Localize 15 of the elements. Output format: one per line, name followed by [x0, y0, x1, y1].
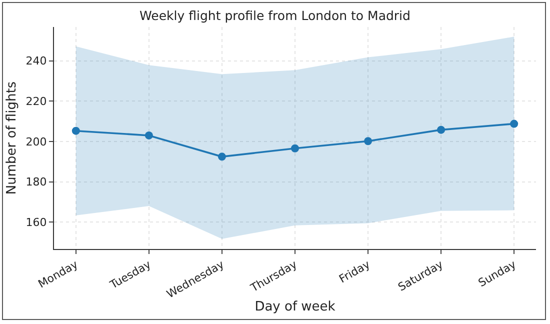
- point: [144, 131, 153, 140]
- y-tick-label: 220: [26, 95, 47, 108]
- point: [218, 152, 226, 161]
- y-tick-label: 240: [26, 54, 47, 68]
- chart-title: Weekly flight profile from London to Madrid: [140, 8, 410, 24]
- y-tick-label: 200: [26, 135, 47, 148]
- point: [364, 137, 372, 146]
- point: [510, 120, 518, 128]
- y-tick-label: 180: [26, 176, 47, 189]
- point: [291, 144, 299, 152]
- y-axis-title: Number of flights: [4, 81, 20, 195]
- x-axis-title: Day of week: [254, 300, 336, 315]
- point: [72, 126, 80, 135]
- y-tick-label: 160: [26, 216, 47, 230]
- point: [437, 126, 446, 134]
